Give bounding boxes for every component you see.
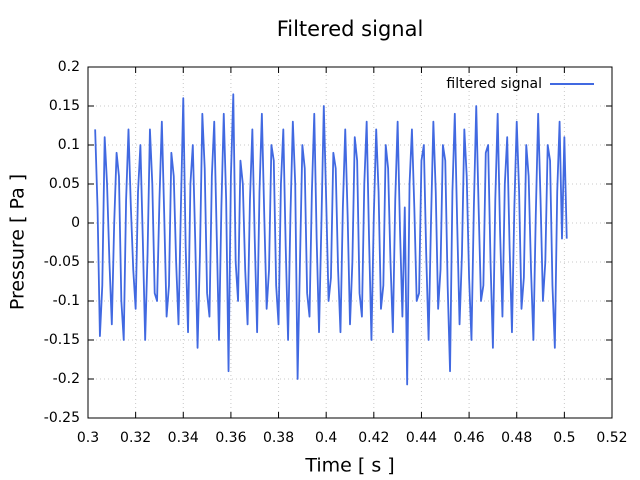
plot-frame (87, 66, 613, 419)
x-tick-label: 0.3 (77, 430, 99, 446)
x-tick-label: 0.4 (315, 430, 337, 446)
x-tick-label: 0.44 (406, 430, 437, 446)
x-tick-label: 0.34 (168, 430, 199, 446)
y-tick-label: -0.2 (53, 371, 80, 387)
x-tick-label: 0.32 (120, 430, 151, 446)
x-tick-label: 0.36 (215, 430, 246, 446)
y-tick-label: -0.15 (44, 332, 80, 348)
y-tick-label: -0.25 (44, 410, 80, 426)
x-tick-label: 0.38 (263, 430, 294, 446)
x-tick-label: 0.5 (553, 430, 575, 446)
x-tick-label: 0.42 (358, 430, 389, 446)
y-tick-label: 0.2 (58, 59, 80, 75)
y-axis-label: Pressure [ Pa ] (7, 174, 29, 310)
x-tick-label: 0.52 (596, 430, 627, 446)
y-tick-label: 0.15 (49, 98, 80, 114)
y-tick-label: -0.05 (44, 254, 80, 270)
y-tick-label: 0 (71, 215, 80, 231)
y-tick-label: -0.1 (53, 293, 80, 309)
legend-label: filtered signal (446, 76, 542, 92)
x-axis-label: Time [ s ] (304, 455, 394, 477)
y-tick-label: 0.05 (49, 176, 80, 192)
x-tick-label: 0.48 (501, 430, 532, 446)
x-tick-label: 0.46 (454, 430, 485, 446)
chart-title: Filtered signal (277, 17, 424, 41)
y-tick-label: 0.1 (58, 137, 80, 153)
signal-line (94, 93, 568, 386)
